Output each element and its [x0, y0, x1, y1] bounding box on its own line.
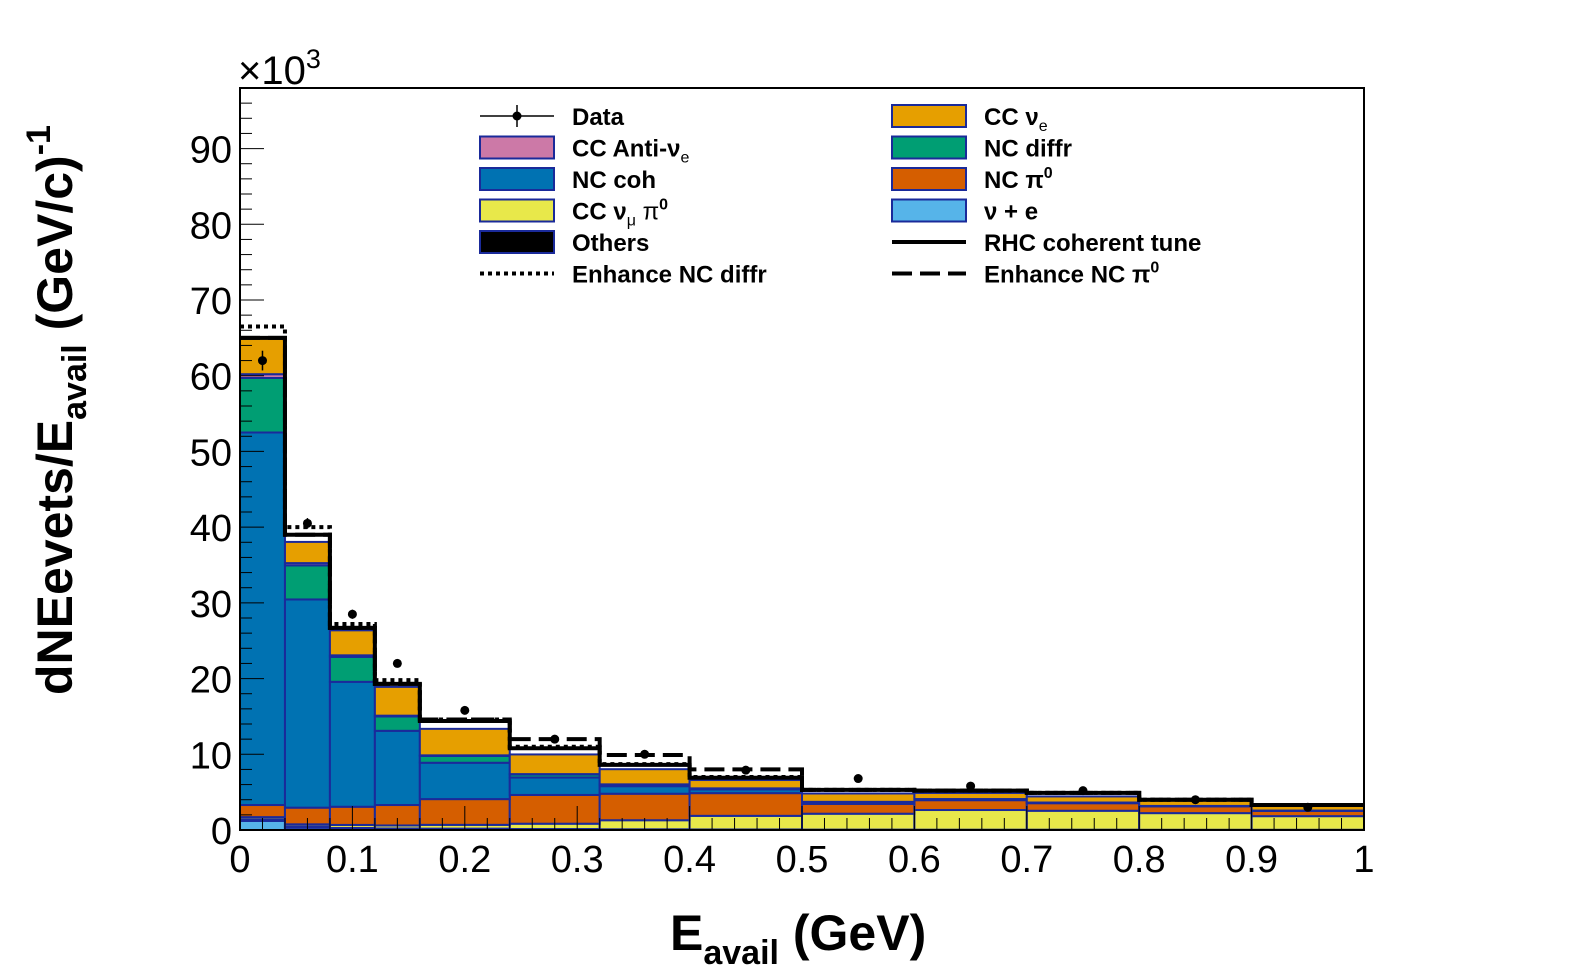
x-tick-label: 0.1 — [326, 839, 379, 881]
data-point-10 — [1078, 786, 1088, 796]
legend-entry-e-swatch — [891, 198, 967, 223]
legend-entry-nc-swatch — [891, 167, 967, 191]
legend-entry-cc-swatch — [891, 104, 967, 128]
bar-series-7-bin-2 — [328, 629, 376, 657]
legend-entry-data-label: Data — [572, 104, 625, 131]
data-point-6 — [640, 749, 650, 759]
legend-entry-nc-label: NC π0 — [984, 165, 1053, 194]
data-point-4 — [460, 705, 470, 715]
legend-entry-nc-diffr-label: NC diffr — [984, 136, 1072, 163]
bar-series-4-bin-6 — [598, 785, 691, 795]
legend-entry-others-swatch — [479, 230, 555, 254]
bar-series-7-bin-10 — [1025, 795, 1141, 804]
bar-series-7-bin-9 — [913, 791, 1028, 801]
bar-series-2-bin-8 — [801, 812, 916, 831]
y-axis-title: dNEevets/Eavail (GeV/c)-1 — [20, 125, 94, 695]
y-tick-label: 90 — [190, 130, 232, 172]
bar-series-2-bin-10 — [1025, 809, 1141, 831]
bar-series-7-bin-5 — [508, 753, 601, 776]
x-tick-label: 0.7 — [1000, 839, 1053, 881]
bar-series-4-bin-4 — [418, 761, 511, 801]
y-tick-label: 80 — [190, 205, 232, 247]
bar-series-3-bin-10 — [1025, 802, 1141, 812]
bar-series-7-bin-3 — [373, 685, 421, 717]
legend-entry-cc-label: CC νμ π0 — [572, 197, 668, 230]
legend-entry-nc-coh-label: NC coh — [572, 167, 656, 194]
bar-series-4-bin-3 — [373, 729, 421, 807]
bar-series-7-bin-1 — [283, 540, 331, 565]
bar-series-5-bin-0 — [239, 376, 286, 434]
data-point-8 — [853, 774, 863, 784]
bar-series-4-bin-1 — [283, 598, 331, 809]
bar-series-5-bin-3 — [373, 715, 421, 732]
bar-series-7-bin-6 — [598, 768, 691, 786]
legend-entry-rhc-coherent-tune-label: RHC coherent tune — [984, 230, 1201, 257]
data-point-3 — [392, 658, 402, 668]
x-axis-title: Eavail (GeV) — [670, 905, 926, 972]
legend-entry-cc-swatch — [479, 198, 555, 223]
bar-series-3-bin-6 — [598, 792, 691, 822]
y-tick-label: 60 — [190, 357, 232, 399]
y-tick-label: 30 — [190, 584, 232, 626]
x-tick-label: 0.9 — [1225, 839, 1278, 881]
x-tick-label: 0.4 — [663, 839, 716, 881]
bar-series-5-bin-2 — [328, 655, 376, 683]
line-enhance-nc-diffr — [240, 324, 1364, 808]
data-point-12 — [1303, 802, 1313, 812]
y-tick-label: 20 — [190, 660, 232, 702]
x-tick-label: 0.8 — [1113, 839, 1166, 881]
legend-entry-e-label: ν + e — [984, 199, 1038, 226]
data-point-5 — [550, 734, 560, 744]
bar-series-2-bin-9 — [913, 809, 1028, 831]
y-tick-label: 40 — [190, 508, 232, 550]
data-point-2 — [347, 609, 357, 619]
bar-series-2-bin-11 — [1138, 812, 1253, 831]
legend-entry-enhance-nc-diffr-label: Enhance NC diffr — [572, 262, 767, 289]
bar-series-5-bin-4 — [418, 754, 511, 764]
y-multiplier: ×103 — [238, 44, 321, 93]
x-tick-label: 0.6 — [888, 839, 941, 881]
data-point-7 — [741, 765, 751, 775]
legend-entry-nc-diffr-swatch — [891, 135, 967, 160]
x-tick-label: 1 — [1353, 839, 1374, 881]
data-points — [257, 350, 1313, 812]
bar-series-4-bin-0 — [239, 431, 286, 807]
data-point-9 — [966, 781, 976, 791]
legend-entry-cc-anti-swatch — [479, 135, 555, 160]
x-tick-label: 0.5 — [776, 839, 829, 881]
data-point-11 — [1190, 795, 1200, 805]
legend-entry-others-label: Others — [572, 230, 649, 257]
y-tick-label: 50 — [190, 432, 232, 474]
bar-series-2-bin-12 — [1250, 815, 1365, 831]
legend-entry-cc-anti-label: CC Anti-νe — [572, 136, 689, 167]
bar-series-2-bin-7 — [688, 814, 803, 831]
x-axis: 0 0.1 0.2 0.3 0.4 0.5 0.6 0.7 0.8 0.9 1 — [229, 806, 1375, 881]
legend-entry-cc-label: CC νe — [984, 104, 1048, 135]
x-tick-label: 0 — [229, 839, 250, 881]
legend-entry-enhance-nc-label: Enhance NC π0 — [984, 260, 1159, 289]
bar-series-3-bin-7 — [688, 792, 803, 817]
y-tick-label: 70 — [190, 281, 232, 323]
bar-series-5-bin-1 — [283, 564, 331, 601]
data-point-1 — [302, 518, 312, 528]
bar-series-7-bin-8 — [801, 792, 916, 803]
y-tick-label: 10 — [190, 735, 232, 777]
x-tick-label: 0.3 — [551, 839, 604, 881]
x-tick-label: 0.2 — [438, 839, 491, 881]
bar-series-4-bin-5 — [508, 776, 601, 796]
bar-series-4-bin-2 — [328, 680, 376, 808]
bar-series-7-bin-7 — [688, 779, 803, 790]
y-axis: 0 10 20 30 40 50 60 70 80 90 — [190, 87, 264, 853]
bar-series-3-bin-8 — [801, 802, 916, 815]
legend-entry-nc-coh-swatch — [479, 167, 555, 191]
data-point-0 — [257, 356, 267, 366]
bar-series-3-bin-11 — [1138, 805, 1253, 815]
bar-series-3-bin-9 — [913, 799, 1028, 812]
y-tick-label: 0 — [211, 811, 232, 853]
legend-entry-data-marker — [512, 111, 522, 121]
bar-series-7-bin-4 — [418, 727, 511, 757]
